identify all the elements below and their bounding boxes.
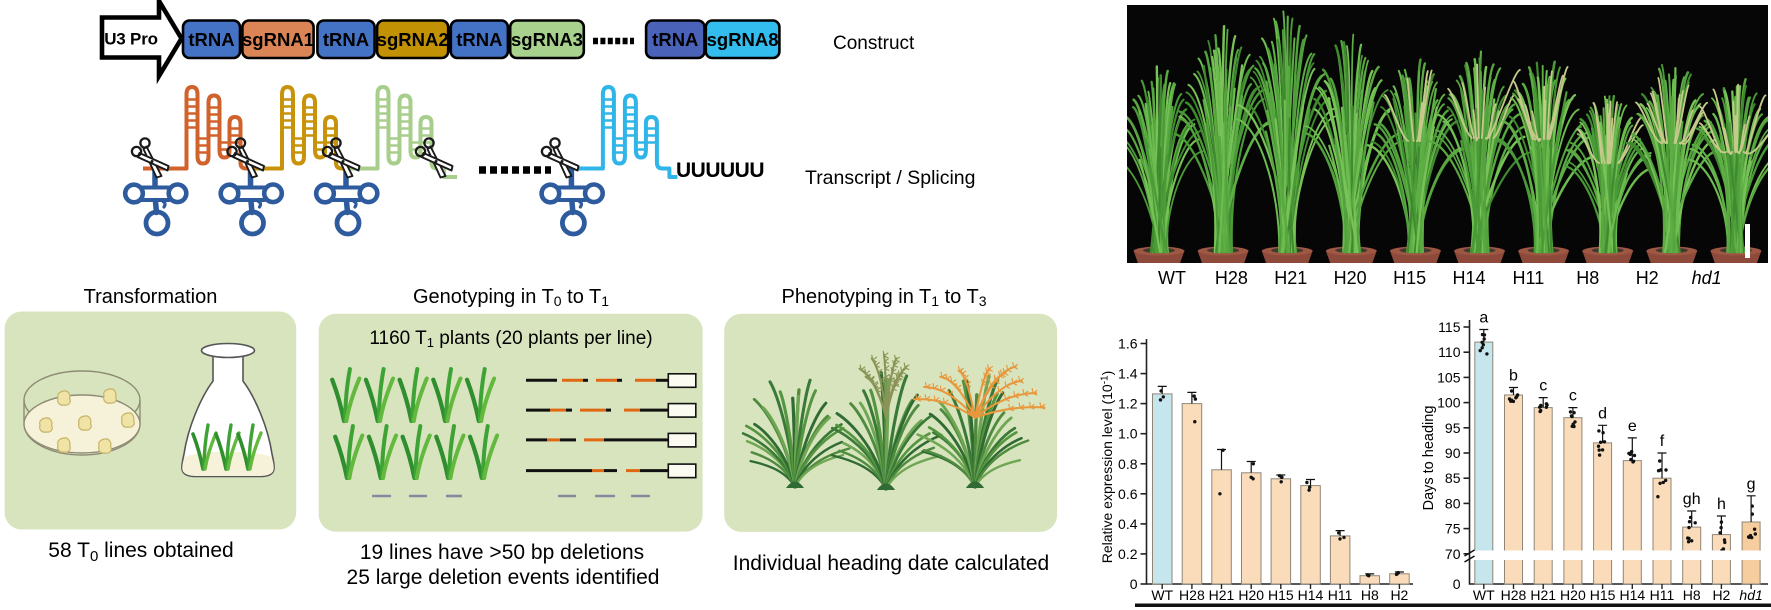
svg-text:c: c: [1569, 388, 1577, 405]
svg-text:1.6: 1.6: [1118, 336, 1138, 352]
svg-text:H14: H14: [1619, 587, 1645, 603]
svg-text:H21: H21: [1209, 587, 1235, 603]
svg-text:H21: H21: [1530, 587, 1556, 603]
svg-text:115: 115: [1438, 319, 1461, 335]
svg-text:e: e: [1628, 418, 1637, 435]
svg-text:H20: H20: [1238, 587, 1264, 603]
svg-text:H8: H8: [1361, 587, 1379, 603]
svg-text:WT: WT: [1158, 268, 1186, 288]
svg-text:0: 0: [1130, 576, 1138, 592]
svg-text:Transformation: Transformation: [84, 286, 218, 308]
svg-text:Genotyping in T0 to T1: Genotyping in T0 to T1: [413, 286, 609, 309]
svg-text:0.8: 0.8: [1118, 456, 1138, 472]
svg-text:H14: H14: [1298, 587, 1324, 603]
svg-text:0: 0: [1453, 576, 1461, 592]
svg-text:100: 100: [1437, 395, 1461, 411]
svg-text:b: b: [1509, 368, 1518, 385]
svg-text:H15: H15: [1268, 587, 1294, 603]
svg-text:25 large deletion events ident: 25 large deletion events identified: [347, 566, 660, 589]
svg-text:0.2: 0.2: [1118, 546, 1138, 562]
svg-text:58 T0 lines obtained: 58 T0 lines obtained: [48, 539, 233, 565]
svg-text:19 lines have >50 bp deletions: 19 lines have >50 bp deletions: [360, 541, 644, 564]
svg-text:1160 T1 plants (20 plants per: 1160 T1 plants (20 plants per line): [369, 328, 652, 350]
svg-text:sgRNA2: sgRNA2: [377, 29, 449, 50]
svg-text:1.2: 1.2: [1118, 396, 1138, 412]
svg-text:a: a: [1479, 310, 1488, 327]
svg-text:H14: H14: [1452, 268, 1485, 288]
svg-text:H2: H2: [1390, 587, 1408, 603]
svg-text:Individual heading date calcul: Individual heading date calculated: [733, 552, 1049, 575]
svg-text:H2: H2: [1636, 268, 1659, 288]
svg-text:110: 110: [1438, 344, 1461, 360]
svg-text:H28: H28: [1179, 587, 1205, 603]
svg-text:H11: H11: [1513, 268, 1545, 288]
svg-text:70: 70: [1445, 546, 1461, 562]
svg-text:Construct: Construct: [833, 33, 915, 54]
svg-text:WT: WT: [1473, 587, 1495, 603]
svg-text:H15: H15: [1590, 587, 1616, 603]
svg-text:95: 95: [1445, 420, 1461, 436]
svg-text:0.6: 0.6: [1118, 486, 1138, 502]
svg-text:tRNA: tRNA: [456, 29, 502, 50]
svg-text:f: f: [1660, 433, 1665, 450]
svg-text:90: 90: [1445, 445, 1461, 461]
svg-text:H2: H2: [1712, 587, 1730, 603]
svg-text:hd1: hd1: [1692, 268, 1722, 288]
svg-text:hd1: hd1: [1739, 587, 1762, 603]
svg-text:d: d: [1598, 405, 1607, 422]
svg-text:H11: H11: [1650, 587, 1675, 603]
svg-text:1.0: 1.0: [1118, 426, 1138, 442]
svg-text:75: 75: [1445, 521, 1461, 537]
svg-text:sgRNA8: sgRNA8: [707, 29, 779, 50]
svg-text:H15: H15: [1393, 268, 1426, 288]
svg-text:gh: gh: [1683, 491, 1701, 508]
svg-text:0.4: 0.4: [1118, 516, 1138, 532]
svg-text:tRNA: tRNA: [652, 29, 698, 50]
svg-text:1.4: 1.4: [1118, 366, 1138, 382]
svg-text:tRNA: tRNA: [323, 29, 369, 50]
svg-text:Transcript / Splicing: Transcript / Splicing: [805, 167, 976, 189]
svg-text:85: 85: [1445, 470, 1461, 486]
svg-text:sgRNA1: sgRNA1: [242, 29, 314, 50]
svg-text:Days to heading: Days to heading: [1421, 406, 1437, 511]
svg-text:H21: H21: [1274, 268, 1307, 288]
svg-text:105: 105: [1437, 369, 1461, 385]
svg-text:H20: H20: [1334, 268, 1367, 288]
svg-text:g: g: [1747, 476, 1756, 493]
svg-text:Relative expression level (10-: Relative expression level (10-1): [1099, 371, 1115, 564]
svg-text:80: 80: [1445, 495, 1461, 511]
svg-text:H8: H8: [1683, 587, 1701, 603]
svg-text:H28: H28: [1501, 587, 1527, 603]
svg-text:tRNA: tRNA: [188, 29, 234, 50]
svg-text:U3 Pro: U3 Pro: [104, 30, 158, 49]
svg-text:sgRNA3: sgRNA3: [511, 29, 583, 50]
svg-text:H28: H28: [1215, 268, 1248, 288]
svg-text:h: h: [1717, 496, 1726, 513]
svg-text:H20: H20: [1560, 587, 1586, 603]
svg-text:WT: WT: [1151, 587, 1173, 603]
svg-text:c: c: [1539, 378, 1547, 395]
svg-text:UUUUUU: UUUUUU: [676, 159, 764, 182]
svg-text:Phenotyping in T1 to T3: Phenotyping in T1 to T3: [782, 286, 987, 309]
svg-text:H8: H8: [1576, 268, 1599, 288]
svg-text:H11: H11: [1328, 587, 1353, 603]
